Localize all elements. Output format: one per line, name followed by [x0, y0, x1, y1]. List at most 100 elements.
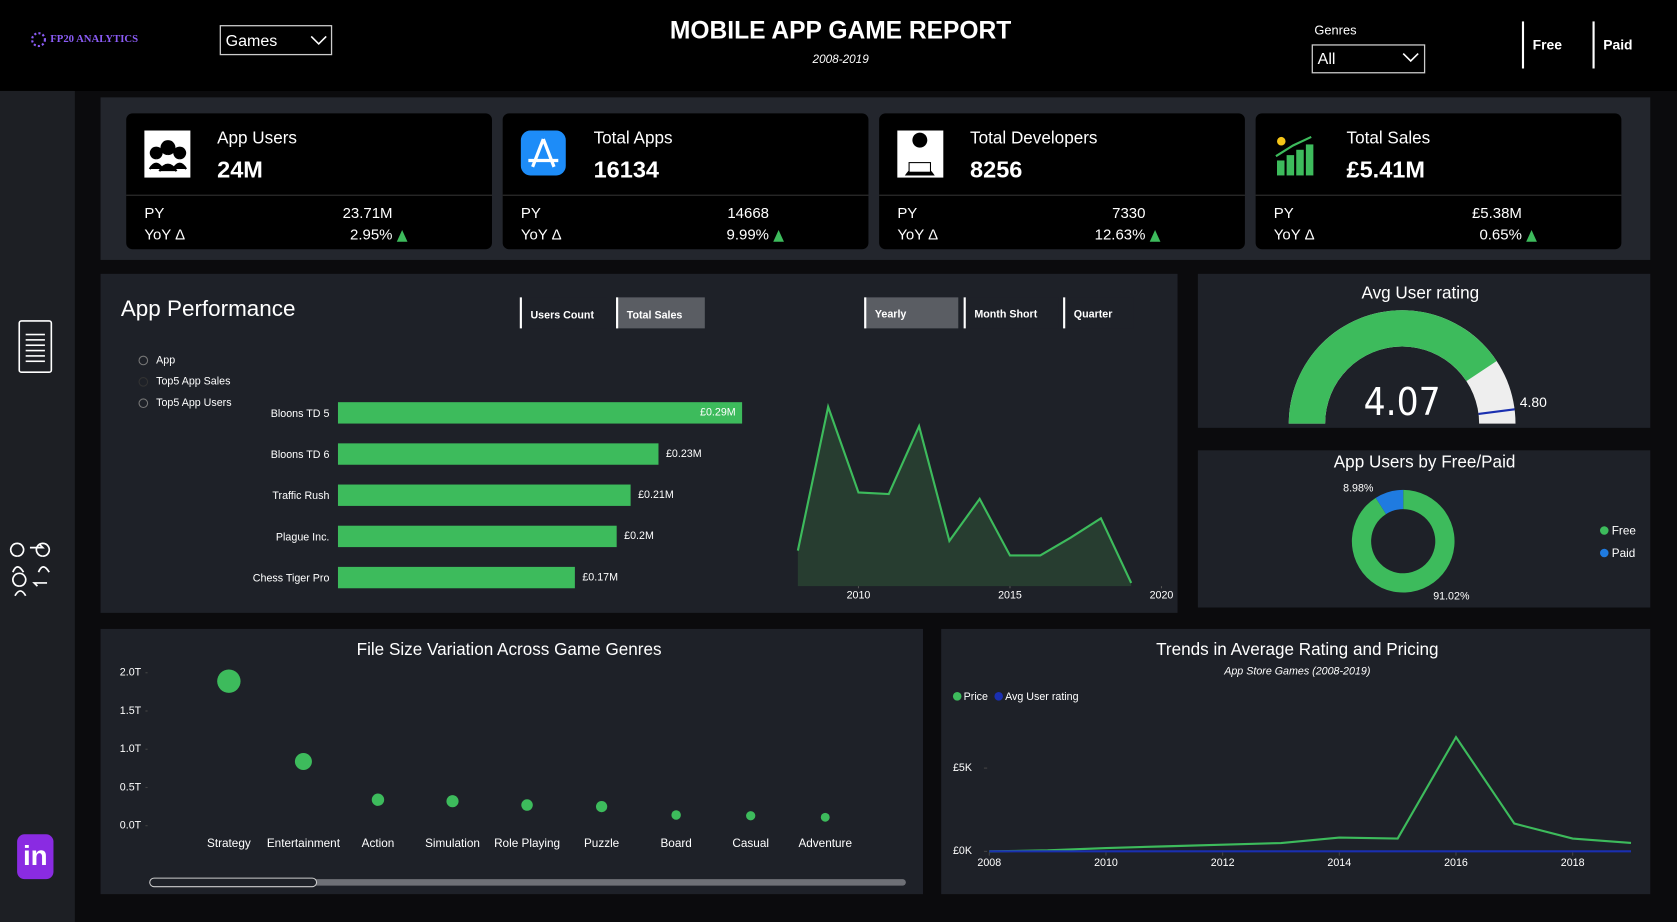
toggle-button[interactable]: [519, 297, 608, 329]
radio-label[interactable]: Top5 App Sales: [156, 376, 230, 388]
bubble: [595, 800, 608, 813]
legend-swatch: [994, 692, 1003, 701]
sidebar: [0, 90, 75, 922]
x-tick-label: Role Playing: [494, 837, 560, 850]
genres-filter-value[interactable]: All: [1318, 50, 1336, 68]
panel-title: App Performance: [121, 296, 296, 321]
x-tick-label: Casual: [732, 837, 769, 850]
users-swap-icon: [9, 542, 51, 597]
kpi-yoy-value: 9.99%: [727, 226, 769, 243]
gauge-value: [1288, 310, 1497, 424]
kpi-card: [126, 113, 492, 250]
toggle-border: [864, 297, 867, 329]
toggle-border: [963, 297, 966, 329]
toggle-label[interactable]: Total Sales: [627, 309, 683, 321]
donut-slice: [1375, 489, 1404, 515]
x-tick-label: 2016: [1444, 857, 1468, 869]
kpi-py-value: £5.38M: [1472, 205, 1522, 222]
kpi-yoy-label: YoY Δ: [1274, 226, 1315, 243]
filter-button[interactable]: Paid: [1603, 37, 1632, 53]
report-icon: [18, 320, 53, 374]
up-triangle: [1149, 229, 1161, 242]
bar-category-label: Bloons TD 5: [271, 408, 330, 420]
toggle-label[interactable]: Yearly: [875, 308, 907, 320]
users-icon: [148, 140, 188, 172]
kpi-value: 24M: [217, 156, 263, 182]
line-series: [989, 735, 1632, 853]
file-size-panel: [100, 628, 923, 895]
legend-label: Avg User rating: [1005, 691, 1079, 703]
radio-button[interactable]: [138, 398, 149, 409]
kpi-value: 16134: [594, 156, 659, 182]
dropdown-chevron: [1402, 52, 1419, 63]
genres-dropdown[interactable]: [1311, 44, 1426, 74]
report-icon-line: [25, 344, 45, 347]
bar-value-label: £0.2M: [624, 530, 654, 542]
toggle-label[interactable]: Quarter: [1074, 308, 1113, 320]
bubble: [521, 799, 533, 811]
button-divider: [1521, 21, 1525, 69]
sales-icon-bar: [1305, 144, 1314, 176]
sales-icon-coin: [1277, 136, 1286, 146]
bar: [337, 484, 631, 506]
appstore-icon: [528, 138, 559, 168]
toggle-button[interactable]: [616, 297, 705, 329]
panel-title: App Users by Free/Paid: [1334, 453, 1516, 472]
y-tick-label: £0K: [953, 845, 973, 857]
bubble: [820, 812, 830, 822]
radio-button[interactable]: [138, 355, 149, 366]
bar-category-label: Traffic Rush: [272, 490, 329, 502]
toggle-label[interactable]: Month Short: [974, 308, 1037, 320]
toggle-border: [616, 297, 619, 329]
donut-label: 8.98%: [1343, 483, 1374, 495]
toggle-button[interactable]: [864, 297, 959, 329]
bar-category-label: Plague Inc.: [276, 531, 329, 543]
radio-label[interactable]: Top5 App Users: [156, 397, 231, 409]
sales-icon-bar: [1296, 149, 1304, 176]
up-triangle: [773, 229, 784, 242]
panel-title: Avg User rating: [1362, 284, 1480, 303]
up-triangle: [1526, 229, 1537, 242]
radio-button[interactable]: [138, 377, 149, 387]
kpi-py-value: 7330: [1112, 205, 1145, 222]
legend-label: Paid: [1612, 547, 1636, 560]
sales-icon-bar: [1277, 160, 1285, 176]
toggle-button[interactable]: [1063, 297, 1134, 329]
x-tick-label: Puzzle: [584, 837, 620, 850]
bubble: [371, 793, 385, 806]
scrollbar-thumb[interactable]: [149, 877, 318, 888]
category-dropdown[interactable]: [219, 25, 333, 56]
radio-label[interactable]: App: [156, 354, 175, 366]
filter-button[interactable]: Free: [1533, 37, 1563, 53]
y-tick-label: 1.0T: [120, 743, 142, 755]
bar-value-label: £0.17M: [582, 571, 618, 583]
legend-swatch: [1599, 526, 1609, 535]
linkedin-label[interactable]: in: [23, 840, 48, 871]
report-icon-line: [25, 349, 45, 352]
y-tick-label: 0.0T: [120, 820, 142, 832]
category-filter-value[interactable]: Games: [226, 32, 278, 50]
bubble: [746, 811, 756, 821]
toggle-button[interactable]: [963, 297, 1059, 329]
toggle-label[interactable]: Users Count: [530, 309, 594, 321]
donut-slice: [1351, 489, 1455, 593]
kpi-title: Total Apps: [594, 129, 673, 148]
kpi-title: App Users: [217, 129, 297, 148]
up-triangle: [396, 229, 408, 242]
y-tick-label: £5K: [953, 762, 973, 774]
area-fill: [797, 406, 1132, 587]
x-tick-label: 2014: [1327, 857, 1351, 869]
bubble: [294, 752, 312, 770]
kpi-py-value: 14668: [727, 205, 769, 222]
bar: [337, 566, 575, 589]
kpi-divider: [502, 194, 869, 196]
kpi-py-label: PY: [521, 205, 541, 222]
donut-label: 91.02%: [1433, 591, 1470, 603]
kpi-divider: [1255, 194, 1622, 196]
report-icon-line: [25, 339, 45, 341]
area-line: [796, 402, 1133, 584]
y-tick-label: 1.5T: [120, 705, 142, 717]
panel-title: Trends in Average Rating and Pricing: [1156, 640, 1438, 659]
x-tick-label: Board: [660, 837, 691, 850]
